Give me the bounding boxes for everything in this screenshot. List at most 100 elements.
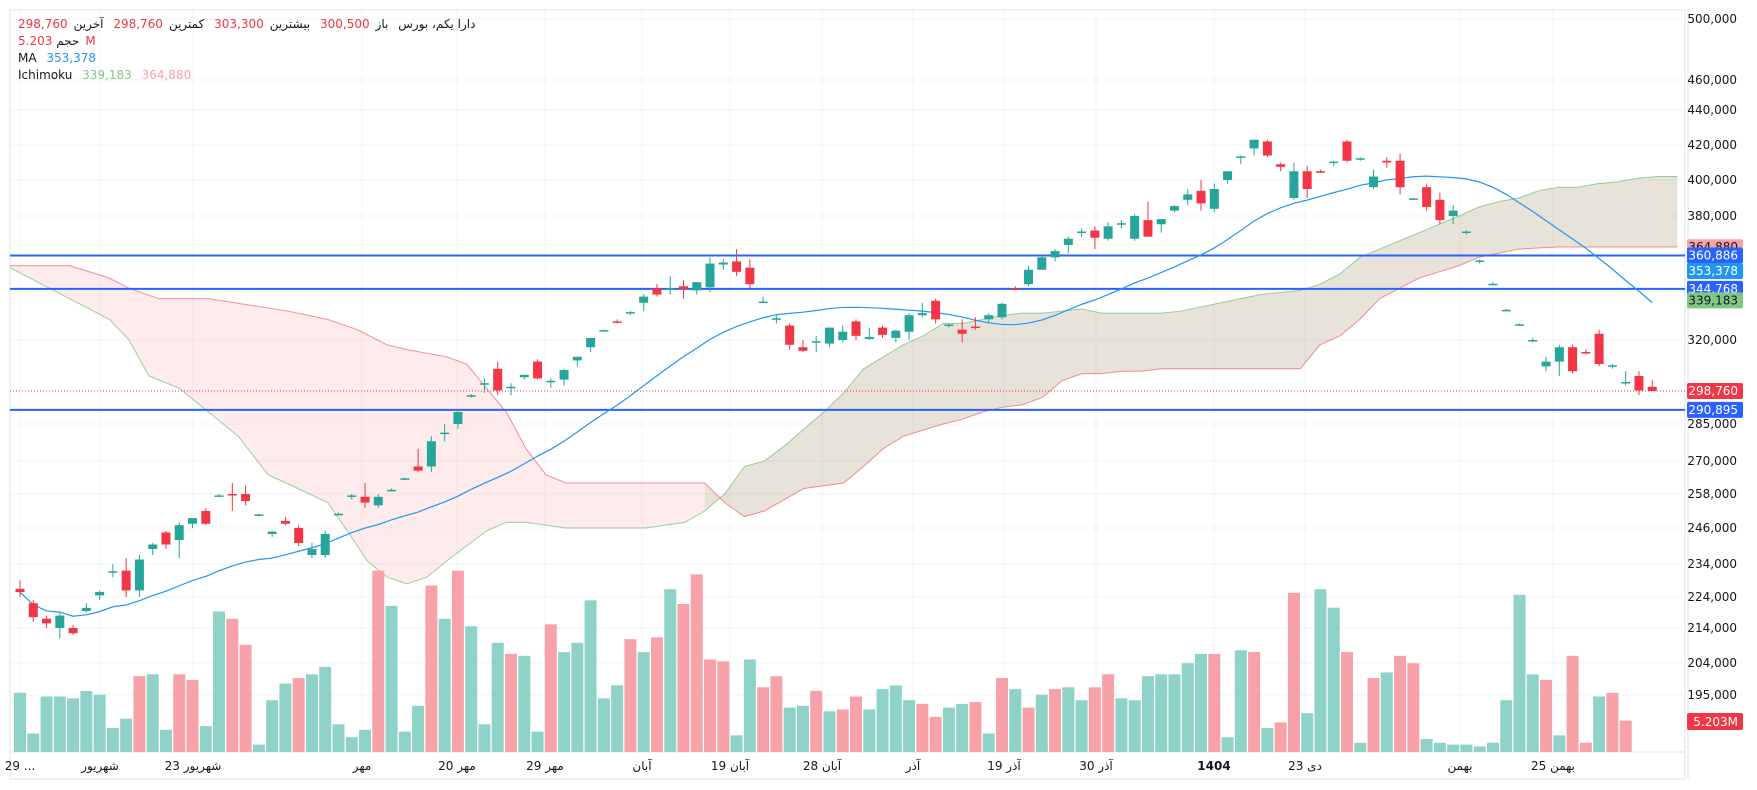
candle-body [1010, 288, 1020, 290]
volume-bar [1088, 687, 1101, 752]
price-tick-label: 285,000 [1687, 417, 1737, 431]
candle [1422, 183, 1432, 211]
volume-bar [53, 696, 66, 752]
time-tick-label: 23 دی [1288, 759, 1322, 773]
volume-bar [1221, 737, 1234, 752]
volume-bar [717, 661, 730, 752]
volume-bar [359, 729, 372, 752]
volume-bar [836, 709, 849, 752]
volume-bar [332, 724, 345, 752]
candle [984, 313, 994, 324]
candle-body [108, 571, 118, 573]
candle-body [1077, 231, 1087, 233]
candle [1130, 214, 1140, 241]
price-tick-label: 400,000 [1687, 173, 1737, 187]
legend-ma-row[interactable]: MA 353,378 [18, 50, 481, 67]
candle [1329, 160, 1339, 166]
price-tick-label: 320,000 [1687, 333, 1737, 347]
volume-bar [704, 659, 717, 752]
candle-body [824, 327, 834, 344]
volume-bar [1367, 678, 1380, 752]
candle [970, 317, 980, 330]
legend-symbol[interactable]: دارا یکم، بورس [398, 17, 476, 31]
legend-volume-label: حجم [56, 34, 80, 48]
candle-body [1329, 161, 1339, 164]
volume-bar [664, 589, 677, 752]
volume-bar [730, 735, 743, 752]
legend-high: 303,300 [214, 17, 264, 31]
plot-frame [9, 9, 1686, 780]
candle-body [280, 520, 290, 524]
volume-bar [1553, 735, 1566, 752]
candle [201, 508, 211, 526]
volume-bar [597, 698, 610, 752]
candle-body [1276, 164, 1286, 167]
candle-body [1515, 324, 1525, 326]
volume-bar [173, 674, 186, 752]
candle-body [1196, 190, 1206, 204]
horizontal-lines[interactable] [10, 254, 1685, 411]
candle-body [15, 588, 25, 593]
candle-body [360, 496, 370, 503]
volume-bar [916, 703, 929, 752]
candle [1488, 282, 1498, 286]
price-tick-label: 204,000 [1687, 656, 1737, 670]
legend-high-label: بیشترین [269, 17, 311, 31]
volume-bar [743, 659, 756, 752]
candle-body [878, 327, 888, 335]
legend-volume-row[interactable]: حجم 5.203M [18, 33, 481, 50]
candle-body [679, 286, 688, 290]
candle [214, 494, 224, 497]
candle-body [1116, 223, 1126, 225]
volume-bar [385, 605, 398, 752]
time-tick-label: آبان [632, 758, 652, 773]
candle [1342, 139, 1352, 163]
volume-bar [478, 724, 491, 752]
volume-bar [956, 703, 969, 752]
candle [652, 284, 662, 297]
candle [1050, 249, 1060, 262]
candle-body [718, 262, 728, 265]
candle [1289, 162, 1299, 200]
price-badge: 339,183 [1687, 292, 1743, 309]
volume-bar [982, 733, 995, 752]
candle [1448, 205, 1458, 225]
volume-bar [1354, 742, 1367, 752]
candle [1183, 189, 1193, 206]
volume-bar [783, 707, 796, 752]
price-tick-label: 234,000 [1687, 557, 1737, 571]
volume-bar [67, 698, 80, 752]
candle [1169, 205, 1179, 213]
moving-average [19, 175, 1653, 617]
legend-close: 298,760 [18, 17, 68, 31]
ichimoku-span-a [9, 176, 1678, 585]
volume-bar [1593, 696, 1606, 752]
volume-bar [438, 618, 451, 752]
candle-body [1090, 230, 1100, 238]
candle [612, 319, 622, 324]
candle [1116, 220, 1126, 229]
candle [1156, 219, 1166, 233]
candle [400, 477, 410, 481]
price-badge: 290,895 [1687, 401, 1743, 418]
price-tick-label: 270,000 [1687, 454, 1737, 468]
candle-body [42, 618, 52, 624]
candle-body [1395, 160, 1405, 188]
volume-bar [1261, 727, 1274, 752]
candle-body [254, 514, 264, 516]
candle-body [400, 478, 410, 480]
candle [625, 311, 635, 316]
volume-bar [1155, 674, 1168, 752]
candle-body [1634, 376, 1644, 391]
volume-bar [1380, 672, 1393, 752]
candle-body [665, 288, 675, 290]
candle [347, 494, 357, 500]
volume-bar [903, 700, 916, 752]
candle [944, 323, 954, 328]
volume-bar [213, 611, 226, 752]
legend-ichimoku-row[interactable]: Ichimoku 339,183 364,880 [18, 67, 481, 84]
price-badge: 298,760 [1687, 382, 1743, 399]
candle-body [1024, 269, 1034, 285]
volume-bar [345, 737, 358, 752]
